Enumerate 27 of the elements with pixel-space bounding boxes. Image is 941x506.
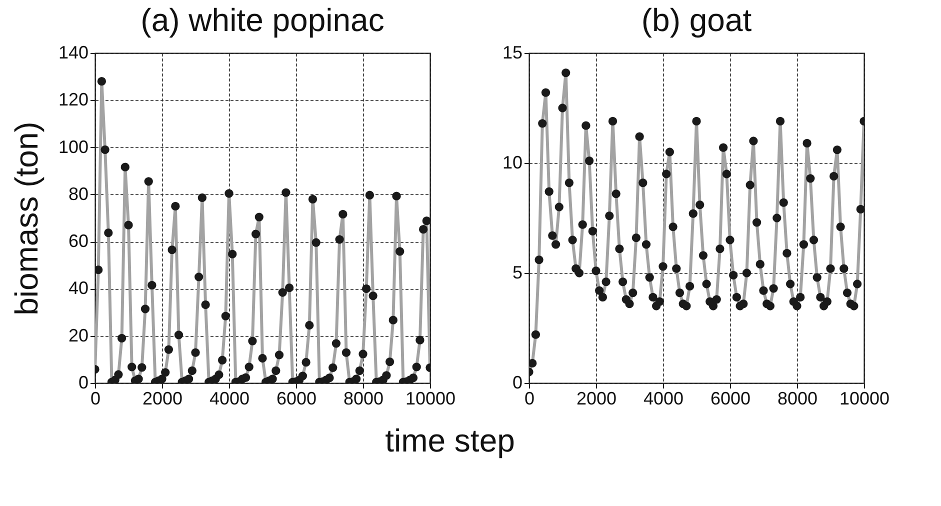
- x-tick-label: 8000: [777, 388, 818, 408]
- chart-title: (a) white popinac: [140, 2, 384, 38]
- x-tick-label: 2000: [576, 388, 617, 408]
- y-tick-label: 120: [58, 90, 88, 110]
- y-tick-label: 80: [68, 184, 88, 204]
- x-tick-label: 4000: [209, 388, 250, 408]
- y-tick-label: 0: [512, 372, 522, 392]
- x-tick-label: 10000: [405, 388, 456, 408]
- y-axis-title: biomass (ton): [8, 122, 44, 316]
- x-axis-title: time step: [385, 422, 515, 459]
- y-tick-label: 140: [58, 42, 88, 62]
- x-tick-label: 8000: [343, 388, 384, 408]
- y-tick-label: 10: [502, 152, 522, 172]
- x-tick-label: 0: [90, 388, 101, 408]
- y-tick-label: 20: [68, 325, 88, 346]
- chart-title: (b) goat: [641, 2, 752, 38]
- y-tick-label: 0: [78, 372, 88, 392]
- y-tick-label: 15: [502, 42, 522, 62]
- y-tick-label: 40: [68, 278, 88, 298]
- x-tick-label: 4000: [643, 388, 684, 408]
- y-tick-label: 60: [68, 231, 88, 252]
- y-tick-label: 5: [512, 262, 522, 282]
- x-tick-label: 10000: [839, 388, 890, 408]
- x-tick-label: 6000: [710, 388, 751, 408]
- x-tick-label: 2000: [142, 388, 183, 408]
- x-tick-label: 6000: [276, 388, 317, 408]
- y-tick-label: 100: [58, 136, 88, 157]
